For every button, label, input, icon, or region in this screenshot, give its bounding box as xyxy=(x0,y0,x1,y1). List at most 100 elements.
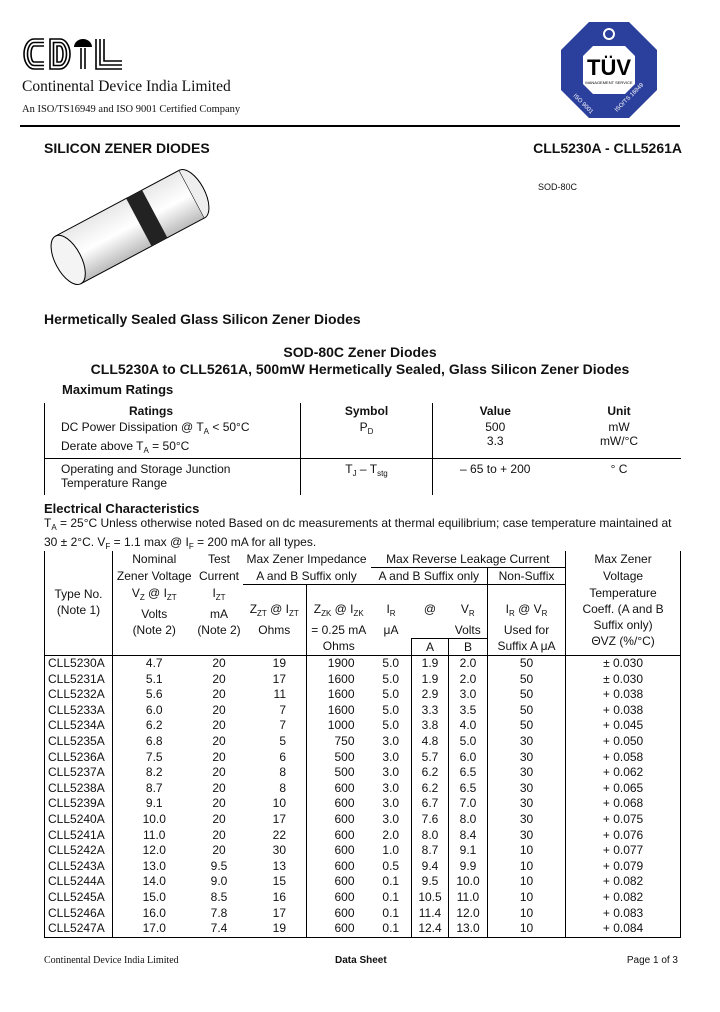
cell: 3.3 xyxy=(411,702,449,719)
cell: 5.0 xyxy=(370,687,412,703)
cell: + 0.038 xyxy=(565,687,682,703)
symbol-tj: TJ – Tstg xyxy=(300,458,433,495)
cell: 7.4 xyxy=(195,921,243,938)
cell: CLL5231A xyxy=(44,671,113,688)
cell: 3.0 xyxy=(448,687,488,703)
cell: 30 xyxy=(242,843,307,859)
cell: 30 xyxy=(487,811,567,828)
footer-page: Page 1 of 3 xyxy=(626,955,678,966)
cell: 1.9 xyxy=(411,671,449,688)
table-row: CLL5232A 5.6 20 11 1600 5.0 2.9 3.0 50 + 0.038 xyxy=(44,687,682,703)
cell: + 0.077 xyxy=(565,843,682,859)
electrical-characteristics-table: Type No. (Note 1) Nominal Test Max Zener … xyxy=(44,551,682,938)
cell: 3.5 xyxy=(448,702,488,719)
col-ratings: Ratings xyxy=(128,404,173,418)
col-zzt: ZZT @ IZT Ohms xyxy=(242,584,307,656)
cell: 3.0 xyxy=(370,765,412,781)
cell: CLL5237A xyxy=(44,765,113,781)
cell: CLL5235A xyxy=(44,733,113,750)
cell: CLL5232A xyxy=(44,687,113,703)
value-power: 500 xyxy=(485,420,506,434)
cell: 5.6 xyxy=(145,687,163,702)
cell: CLL5242A xyxy=(44,843,113,859)
cell: + 0.058 xyxy=(565,749,682,766)
cell: 12.4 xyxy=(411,921,449,938)
cell: 6.8 xyxy=(145,733,163,748)
table-row: CLL5233A 6.0 20 7 1600 5.0 3.3 3.5 50 + 0.038 xyxy=(44,702,682,719)
diode-illustration xyxy=(50,169,210,285)
cell: 11.0 xyxy=(448,889,488,906)
cell: 2.0 xyxy=(448,671,488,688)
cell: 9.5 xyxy=(210,858,228,873)
cell: 5 xyxy=(242,733,307,750)
cell: 600 xyxy=(334,905,355,920)
table-row: CLL5246A 16.0 7.8 17 600 0.1 11.4 12.0 10 + 0.083 xyxy=(44,905,682,922)
cell: 5.0 xyxy=(448,733,488,750)
cell: + 0.050 xyxy=(565,733,682,750)
cell: 4.0 xyxy=(448,718,488,734)
cell: CLL5234A xyxy=(44,718,113,734)
col-ir: IR μA xyxy=(383,602,399,637)
cell: 0.1 xyxy=(370,921,412,938)
cell: 7 xyxy=(242,718,307,734)
cell: 7.0 xyxy=(448,796,488,812)
cell: 17 xyxy=(242,671,307,688)
cell: CLL5247A xyxy=(44,921,113,938)
cell: 30 xyxy=(487,749,567,766)
value-derate: 3.3 xyxy=(486,434,504,448)
cell: 10 xyxy=(487,889,567,906)
rating-temp-2: Temperature Range xyxy=(61,476,168,490)
cell: 12.0 xyxy=(142,843,166,858)
cell: 13 xyxy=(242,858,307,875)
cell: ± 0.030 xyxy=(565,671,682,688)
col-at: @ xyxy=(423,602,437,616)
cell: 6.2 xyxy=(411,765,449,781)
badge-sub: MANAGEMENT SERVICE xyxy=(585,80,633,85)
cell: CLL5230A xyxy=(44,655,113,672)
cell: 6.7 xyxy=(411,796,449,812)
col-test: Test xyxy=(207,552,230,566)
rating-power: DC Power Dissipation @ TA < 50°C xyxy=(61,420,250,436)
table-row: CLL5242A 12.0 20 30 600 1.0 8.7 9.1 10 + 0.077 xyxy=(44,843,682,859)
cell: 20 xyxy=(212,811,226,826)
cell: CLL5236A xyxy=(44,749,113,766)
cell: 20 xyxy=(212,843,226,858)
cell: 8.5 xyxy=(210,889,228,904)
cell: 8.4 xyxy=(448,827,488,844)
table-row: CLL5240A 10.0 20 17 600 3.0 7.6 8.0 30 + 0.075 xyxy=(44,811,682,828)
cell: 10.0 xyxy=(448,874,488,890)
col-ir-vr: IR @ VR Used for Suffix A μA xyxy=(487,584,567,656)
cell: 50 xyxy=(487,702,567,719)
cell: 0.1 xyxy=(370,889,412,906)
cell: 16.0 xyxy=(142,905,166,920)
table-row: CLL5239A 9.1 20 10 600 3.0 6.7 7.0 30 + 0.068 xyxy=(44,796,682,812)
cell: 600 xyxy=(334,780,355,795)
cell: CLL5239A xyxy=(44,796,113,812)
cell: 7.6 xyxy=(411,811,449,828)
cell: 30 xyxy=(487,765,567,781)
cell: 4.8 xyxy=(411,733,449,750)
symbol-pd: PD xyxy=(359,420,374,436)
cell: 30 xyxy=(487,733,567,750)
cell: 7 xyxy=(242,702,307,719)
cell: 15.0 xyxy=(142,889,166,904)
cell: 10.5 xyxy=(411,889,449,906)
cell: 11 xyxy=(242,687,307,703)
cell: + 0.082 xyxy=(565,889,682,906)
cell: 9.1 xyxy=(448,843,488,859)
cell: + 0.079 xyxy=(565,858,682,875)
cell: 600 xyxy=(334,874,355,889)
col-unit: Unit xyxy=(607,404,631,418)
col-value: Value xyxy=(479,404,511,418)
cell: CLL5243A xyxy=(44,858,113,875)
cell: CLL5245A xyxy=(44,889,113,906)
cell: 6.5 xyxy=(448,780,488,797)
cell: 8.0 xyxy=(448,811,488,828)
cell: 3.8 xyxy=(411,718,449,734)
cell: 0.5 xyxy=(370,858,412,875)
col-zener-voltage: Zener Voltage xyxy=(116,568,192,583)
cell: 1.9 xyxy=(411,655,449,672)
table-row: CLL5245A 15.0 8.5 16 600 0.1 10.5 11.0 10 + 0.082 xyxy=(44,889,682,906)
cell: 19 xyxy=(242,655,307,672)
cell: 13.0 xyxy=(448,921,488,938)
